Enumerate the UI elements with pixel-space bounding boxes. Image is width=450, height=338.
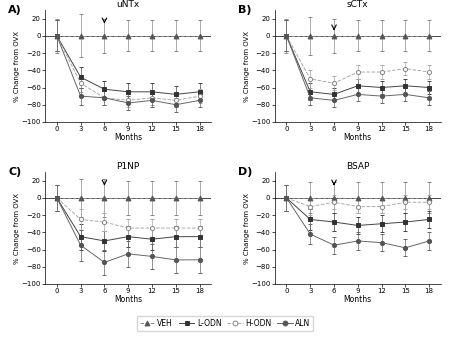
Text: A): A) xyxy=(9,4,22,15)
Y-axis label: % Change from OVX: % Change from OVX xyxy=(244,30,250,101)
X-axis label: Months: Months xyxy=(344,134,372,142)
Legend: VEH, L-ODN, H-ODN, ALN: VEH, L-ODN, H-ODN, ALN xyxy=(137,316,313,331)
Title: P1NP: P1NP xyxy=(117,162,140,171)
X-axis label: Months: Months xyxy=(114,295,142,305)
Title: uNTx: uNTx xyxy=(117,0,140,9)
X-axis label: Months: Months xyxy=(114,134,142,142)
Text: B): B) xyxy=(238,4,252,15)
Y-axis label: % Change from OVX: % Change from OVX xyxy=(244,193,250,264)
Title: sCTx: sCTx xyxy=(347,0,369,9)
Text: C): C) xyxy=(9,167,22,176)
Text: D): D) xyxy=(238,167,252,176)
Y-axis label: % Change from OVX: % Change from OVX xyxy=(14,30,20,101)
X-axis label: Months: Months xyxy=(344,295,372,305)
Title: BSAP: BSAP xyxy=(346,162,369,171)
Y-axis label: % Change from OVX: % Change from OVX xyxy=(14,193,20,264)
